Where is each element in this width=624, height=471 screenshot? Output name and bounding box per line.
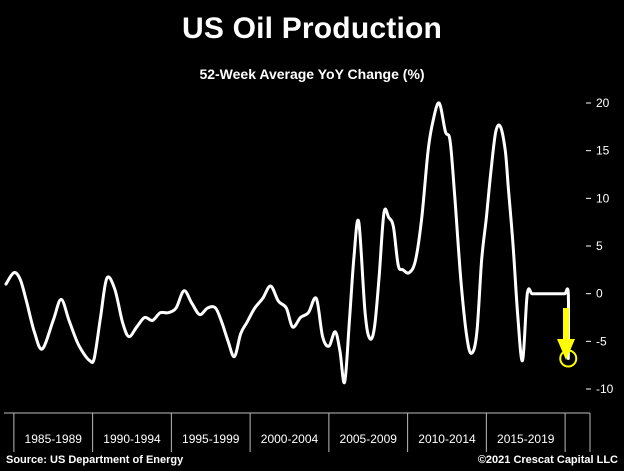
y-tick-label: 20	[596, 96, 610, 110]
down-arrow-shaft	[563, 308, 569, 340]
chart-subtitle: 52-Week Average YoY Change (%)	[199, 66, 425, 82]
x-category-label: 1990-1994	[103, 432, 161, 446]
x-category-label: 1995-1999	[182, 432, 240, 446]
x-category-label: 1985-1989	[25, 432, 83, 446]
y-tick-label: -5	[596, 334, 607, 348]
x-category-label: 2005-2009	[340, 432, 398, 446]
down-arrow-icon	[557, 339, 575, 360]
y-tick-label: -10	[596, 382, 614, 396]
series-line-oil-production	[4, 101, 571, 385]
y-tick-label: 0	[596, 287, 603, 301]
source-note: Source: US Department of Energy	[6, 454, 184, 466]
copyright-note: ©2021 Crescat Capital LLC	[477, 454, 618, 466]
y-tick-label: 5	[596, 239, 603, 253]
chart-title: US Oil Production	[181, 12, 443, 45]
x-category-label: 2010-2014	[418, 432, 476, 446]
x-category-label: 2015-2019	[497, 432, 555, 446]
x-category-label: 2000-2004	[261, 432, 319, 446]
y-tick-label: 15	[596, 144, 610, 158]
y-tick-label: 10	[596, 191, 610, 205]
